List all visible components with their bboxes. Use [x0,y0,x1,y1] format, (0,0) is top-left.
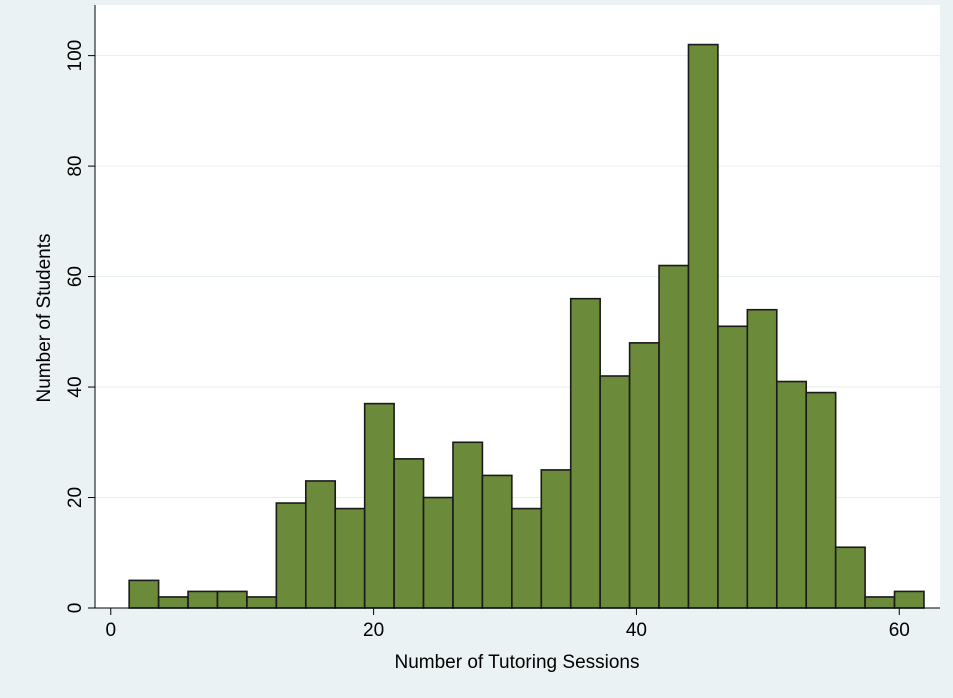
x-axis-label: Number of Tutoring Sessions [394,652,639,673]
y-tick-label: 100 [65,40,86,72]
bar [628,342,660,609]
bar [540,469,572,609]
y-tick-label: 40 [65,376,86,397]
y-axis-label: Number of Students [34,234,55,403]
bar [834,546,866,609]
x-tick-label: 60 [889,620,910,641]
bar [658,264,690,609]
bar [216,590,248,609]
bar [452,441,484,609]
bar [599,375,631,609]
x-tick-label: 40 [626,620,647,641]
bar [481,474,513,609]
x-tick-label: 0 [105,620,116,641]
bar [422,496,454,609]
bar [304,480,337,609]
bar [393,458,425,609]
bar [687,43,719,609]
bar [128,579,160,609]
bar [187,590,219,609]
bar [569,297,601,609]
bar [511,507,543,609]
y-tick-label: 60 [65,266,86,287]
bar [805,391,837,609]
bar [157,596,189,609]
bar [246,596,278,609]
y-tick-label: 80 [65,156,86,177]
bar [775,380,808,609]
bar [746,308,778,609]
bar [717,325,749,609]
bar [334,507,366,609]
bar [363,402,395,609]
y-tick-label: 20 [65,487,86,508]
bar [864,596,896,609]
bar [275,502,307,609]
x-tick-label: 20 [363,620,384,641]
bar [893,590,925,609]
y-tick-label: 0 [65,603,86,614]
